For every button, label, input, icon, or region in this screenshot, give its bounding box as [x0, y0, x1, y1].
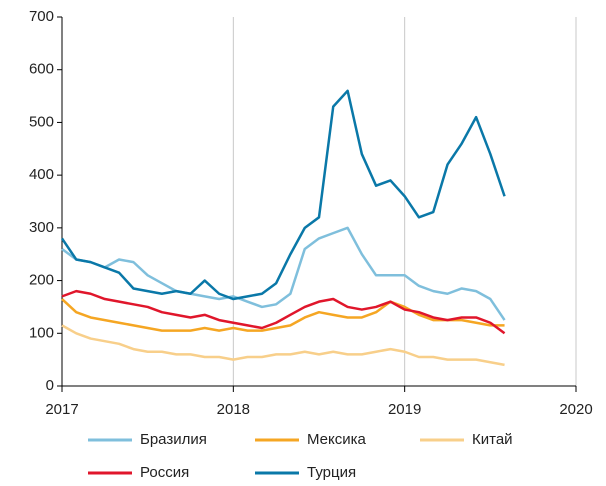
- x-tick-label: 2019: [388, 401, 421, 418]
- y-tick-label: 200: [29, 272, 54, 289]
- legend-label: Мексика: [307, 431, 367, 448]
- series-line: [61, 226, 506, 321]
- x-tick-label: 2020: [559, 401, 592, 418]
- y-tick-label: 500: [29, 113, 54, 130]
- series-line: [60, 89, 506, 301]
- y-tick-label: 0: [46, 377, 54, 394]
- x-tick-label: 2017: [45, 401, 78, 418]
- legend-label: Бразилия: [140, 431, 207, 448]
- series-line: [61, 289, 506, 335]
- y-tick-label: 400: [29, 166, 54, 183]
- series-line: [61, 298, 505, 332]
- y-tick-label: 600: [29, 61, 54, 78]
- y-tick-label: 100: [29, 324, 54, 341]
- legend-label: Китай: [472, 431, 513, 448]
- series-line: [61, 324, 505, 367]
- y-tick-label: 300: [29, 219, 54, 236]
- x-tick-label: 2018: [217, 401, 250, 418]
- y-tick-label: 700: [29, 8, 54, 25]
- legend-label: Россия: [140, 464, 189, 481]
- legend-label: Турция: [307, 464, 356, 481]
